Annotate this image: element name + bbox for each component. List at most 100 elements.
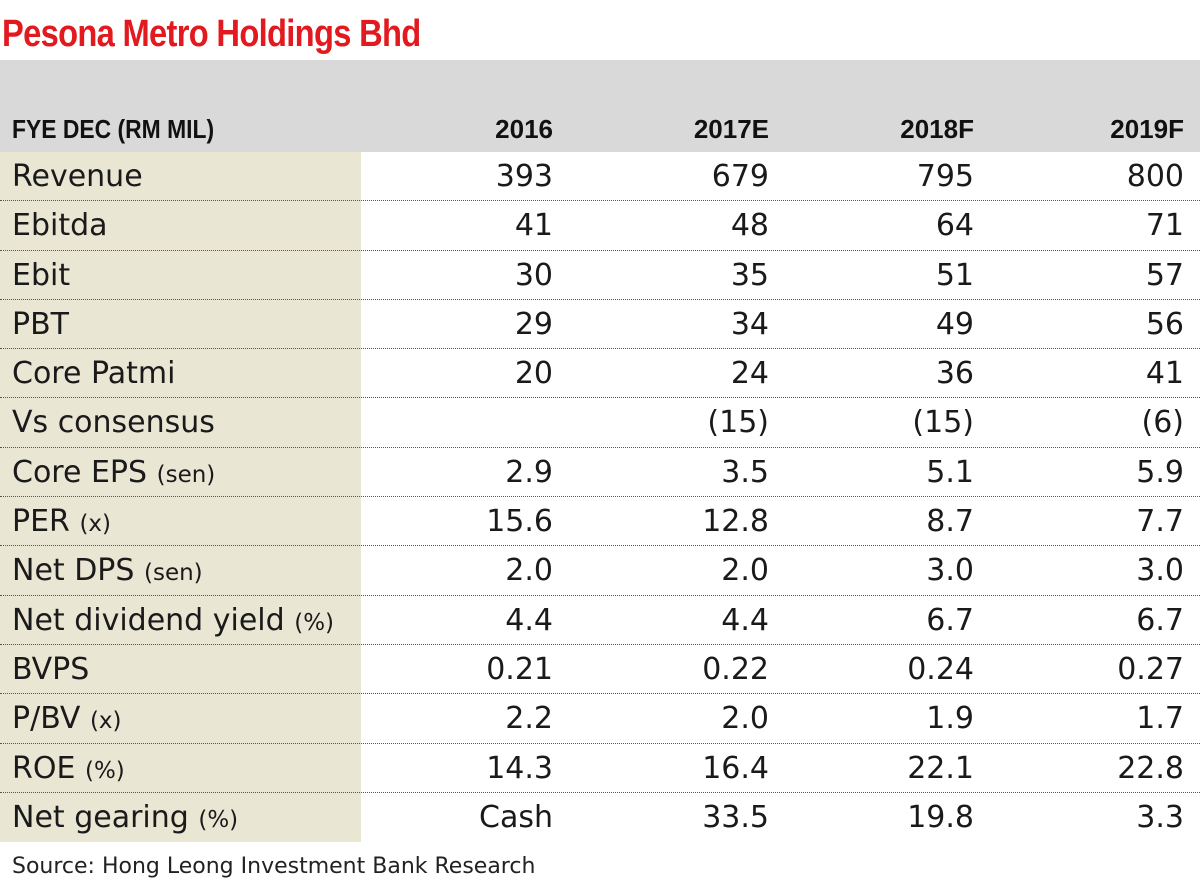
table-cell: (15) xyxy=(707,405,769,441)
row-label-text: Net dividend yield xyxy=(12,602,285,638)
table-row: Ebitda 41 48 64 71 xyxy=(0,201,1200,251)
table-row: P/BV (x) 2.2 2.0 1.9 1.7 xyxy=(0,694,1200,744)
table-cell: 64 xyxy=(935,208,974,244)
table-cell: 30 xyxy=(514,257,553,293)
table-cell: 6.7 xyxy=(1136,602,1184,638)
table-cell: 20 xyxy=(514,356,553,392)
table-title: Pesona Metro Holdings Bhd xyxy=(2,13,421,55)
table-cell: 19.8 xyxy=(907,799,974,835)
table-cell: 49 xyxy=(935,306,974,342)
row-label-text: ROE xyxy=(12,750,76,786)
table-cell: 4.4 xyxy=(505,602,553,638)
table-cell: 33.5 xyxy=(702,799,769,835)
table-cell: 8.7 xyxy=(926,504,974,540)
table-cell: 24 xyxy=(730,356,769,392)
header-year: 2019F xyxy=(1110,114,1184,144)
table-cell: 1.9 xyxy=(926,701,974,737)
table-row: BVPS 0.21 0.22 0.24 0.27 xyxy=(0,645,1200,695)
row-label-text: Ebitda xyxy=(12,208,108,244)
header-year: 2016 xyxy=(495,114,553,144)
table-cell: 41 xyxy=(1145,356,1184,392)
table-cell: 0.21 xyxy=(486,651,553,687)
row-label: Net dividend yield (%) xyxy=(12,596,334,645)
table-row: Net gearing (%) Cash 33.5 19.8 3.3 xyxy=(0,793,1200,842)
table-cell: 5.1 xyxy=(926,454,974,490)
row-label: PBT xyxy=(12,300,69,349)
row-label-text: PBT xyxy=(12,306,69,342)
table-cell: (15) xyxy=(912,405,974,441)
row-unit: (%) xyxy=(294,609,335,636)
table-cell: 56 xyxy=(1145,306,1184,342)
row-label-text: Revenue xyxy=(12,159,143,194)
table-cell: 51 xyxy=(935,257,974,293)
table-cell: 57 xyxy=(1145,257,1184,293)
header-year: 2018F xyxy=(900,114,974,144)
table-row: Core EPS (sen) 2.9 3.5 5.1 5.9 xyxy=(0,448,1200,498)
table-cell: 0.22 xyxy=(702,651,769,687)
table-cell: 5.9 xyxy=(1136,454,1184,490)
table-cell: 35 xyxy=(730,257,769,293)
row-label: P/BV (x) xyxy=(12,694,122,743)
table-row: PER (x) 15.6 12.8 8.7 7.7 xyxy=(0,497,1200,547)
table-cell: 0.27 xyxy=(1117,651,1184,687)
row-label-text: P/BV xyxy=(12,701,81,737)
row-label: BVPS xyxy=(12,645,89,694)
table-cell: 3.0 xyxy=(926,553,974,589)
row-unit: (%) xyxy=(84,757,125,784)
row-unit: (%) xyxy=(198,806,239,833)
row-unit: (sen) xyxy=(156,461,216,488)
row-label-text: Ebit xyxy=(12,257,71,293)
table-cell: 7.7 xyxy=(1136,504,1184,540)
table-cell: (6) xyxy=(1141,405,1185,441)
table-row: Revenue 393 679 795 800 xyxy=(0,152,1200,202)
table-row: Net DPS (sen) 2.0 2.0 3.0 3.0 xyxy=(0,546,1200,596)
table-cell: 393 xyxy=(495,159,553,194)
table-cell: 36 xyxy=(935,356,974,392)
table-cell: 1.7 xyxy=(1136,701,1184,737)
table-cell: 34 xyxy=(730,306,769,342)
table-cell: 6.7 xyxy=(926,602,974,638)
table-cell: 14.3 xyxy=(486,750,553,786)
table-cell: 795 xyxy=(916,159,974,194)
table-cell: 2.0 xyxy=(721,553,769,589)
table-cell: 22.8 xyxy=(1117,750,1184,786)
row-label: Net DPS (sen) xyxy=(12,546,203,595)
table-cell: Cash xyxy=(479,799,553,835)
table-cell: 2.9 xyxy=(505,454,553,490)
row-label-text: Core Patmi xyxy=(12,356,176,392)
table-cell: 679 xyxy=(711,159,769,194)
row-label-text: Vs consensus xyxy=(12,405,215,441)
source-note: Source: Hong Leong Investment Bank Resea… xyxy=(12,854,536,879)
row-unit: (x) xyxy=(79,511,111,538)
table-row: Ebit 30 35 51 57 xyxy=(0,251,1200,300)
row-label: Core Patmi xyxy=(12,349,175,398)
table-cell: 12.8 xyxy=(702,504,769,540)
table-cell: 3.5 xyxy=(721,454,769,490)
row-label: Net gearing (%) xyxy=(12,793,238,842)
table-cell: 2.0 xyxy=(721,701,769,737)
table-cell: 15.6 xyxy=(486,504,553,540)
table-cell: 2.2 xyxy=(505,701,553,737)
row-label: Core EPS (sen) xyxy=(12,448,215,497)
table-row: Vs consensus (15) (15) (6) xyxy=(0,398,1200,448)
table-cell: 22.1 xyxy=(907,750,974,786)
table-row: PBT 29 34 49 56 xyxy=(0,300,1200,350)
table-cell: 3.0 xyxy=(1136,553,1184,589)
table-cell: 2.0 xyxy=(505,553,553,589)
row-label: Vs consensus xyxy=(12,398,215,447)
row-label: Ebit xyxy=(12,251,70,300)
table-row: Net dividend yield (%) 4.4 4.4 6.7 6.7 xyxy=(0,596,1200,645)
row-label-text: PER xyxy=(12,504,70,540)
table-cell: 48 xyxy=(730,208,769,244)
header-label: FYE DEC (RM MIL) xyxy=(12,114,215,144)
table-body: Revenue 393 679 795 800 Ebitda 41 48 64 71 Ebit 30 3… xyxy=(0,152,1200,842)
table-cell: 41 xyxy=(514,208,553,244)
row-label-text: Net gearing xyxy=(12,799,189,835)
table-header: FYE DEC (RM MIL) 2016 2017E 2018F 2019F xyxy=(0,60,1200,152)
table-cell: 4.4 xyxy=(721,602,769,638)
table-row: Core Patmi 20 24 36 41 xyxy=(0,349,1200,399)
row-label-text: Core EPS xyxy=(12,454,148,490)
table-cell: 29 xyxy=(514,306,553,342)
row-label: Ebitda xyxy=(12,201,108,250)
table-cell: 800 xyxy=(1126,159,1184,194)
